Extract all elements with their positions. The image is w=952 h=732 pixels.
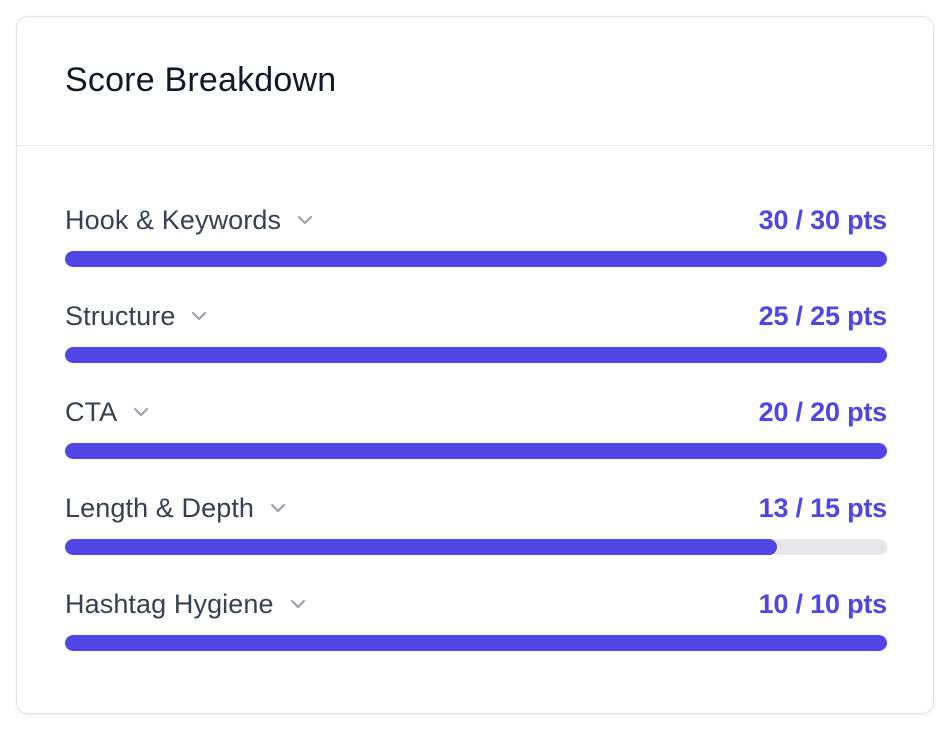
row-score: 25 / 25 pts xyxy=(758,300,888,331)
row-score: 30 / 30 pts xyxy=(758,204,888,235)
progress-fill xyxy=(65,539,778,555)
progress-track xyxy=(65,635,887,651)
chevron-down-icon xyxy=(289,595,307,613)
progress-track xyxy=(65,443,887,459)
score-row-hashtag-hygiene: Hashtag Hygiene 10 / 10 pts xyxy=(65,584,887,651)
score-row-cta: CTA 20 / 20 pts xyxy=(65,392,887,459)
chevron-down-icon xyxy=(132,403,150,421)
row-label: CTA xyxy=(65,396,118,427)
hashtag-hygiene-toggle[interactable]: Hashtag Hygiene xyxy=(65,589,307,620)
progress-fill xyxy=(65,347,887,363)
card-header: Score Breakdown xyxy=(17,17,933,146)
structure-toggle[interactable]: Structure xyxy=(65,301,208,332)
cta-toggle[interactable]: CTA xyxy=(65,397,150,428)
score-row-structure: Structure 25 / 25 pts xyxy=(65,296,887,363)
row-label: Structure xyxy=(65,300,176,331)
progress-track xyxy=(65,251,887,267)
row-label: Length & Depth xyxy=(65,492,255,523)
score-row-hook-keywords: Hook & Keywords 30 / 30 pts xyxy=(65,200,887,267)
row-header: Hook & Keywords 30 / 30 pts xyxy=(65,200,887,240)
row-header: Length & Depth 13 / 15 pts xyxy=(65,488,887,528)
score-breakdown-card: Score Breakdown Hook & Keywords 30 / 30 … xyxy=(16,16,934,714)
row-label: Hook & Keywords xyxy=(65,204,282,235)
card-title: Score Breakdown xyxy=(65,60,337,99)
hook-keywords-toggle[interactable]: Hook & Keywords xyxy=(65,205,314,236)
progress-track xyxy=(65,539,887,555)
chevron-down-icon xyxy=(296,211,314,229)
score-row-length-depth: Length & Depth 13 / 15 pts xyxy=(65,488,887,555)
row-score: 13 / 15 pts xyxy=(758,492,888,523)
chevron-down-icon xyxy=(190,307,208,325)
chevron-down-icon xyxy=(269,499,287,517)
row-score: 10 / 10 pts xyxy=(758,588,888,619)
row-header: Structure 25 / 25 pts xyxy=(65,296,887,336)
row-score: 20 / 20 pts xyxy=(758,396,888,427)
progress-fill xyxy=(65,635,887,651)
row-header: Hashtag Hygiene 10 / 10 pts xyxy=(65,584,887,624)
row-header: CTA 20 / 20 pts xyxy=(65,392,887,432)
progress-fill xyxy=(65,443,887,459)
length-depth-toggle[interactable]: Length & Depth xyxy=(65,493,287,524)
row-label: Hashtag Hygiene xyxy=(65,588,274,619)
progress-fill xyxy=(65,251,887,267)
progress-track xyxy=(65,347,887,363)
